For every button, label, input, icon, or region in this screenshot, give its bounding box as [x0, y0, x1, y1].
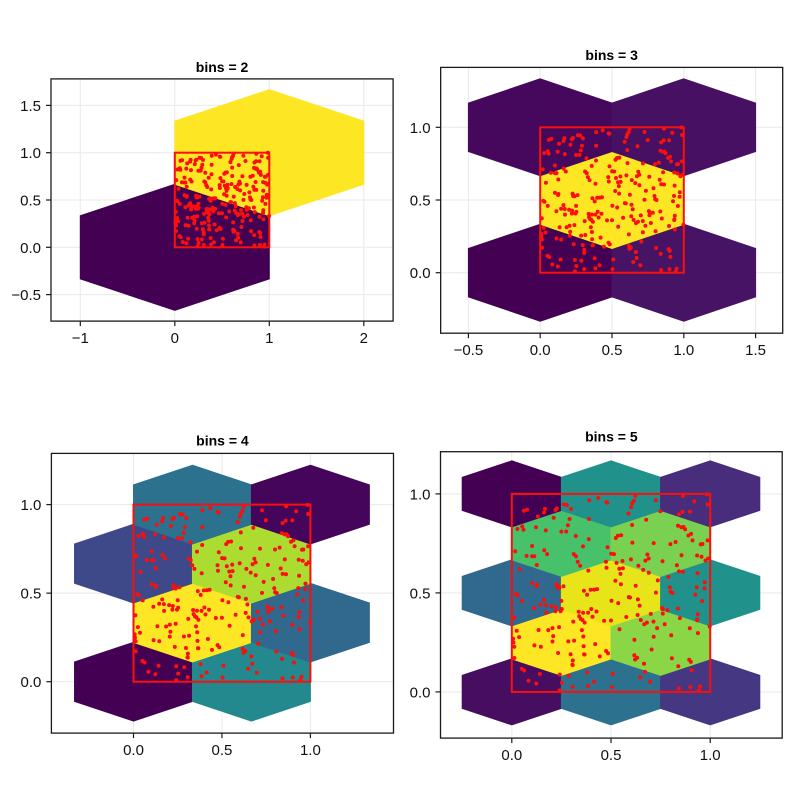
- svg-text:0.5: 0.5: [410, 585, 431, 602]
- svg-text:0.0: 0.0: [123, 742, 144, 759]
- svg-text:0.5: 0.5: [601, 747, 622, 764]
- svg-text:−1: −1: [72, 330, 89, 347]
- svg-text:0.5: 0.5: [21, 586, 42, 603]
- svg-text:0.0: 0.0: [410, 684, 431, 701]
- svg-text:1.0: 1.0: [21, 497, 42, 514]
- svg-text:0.5: 0.5: [410, 193, 431, 210]
- svg-text:0.0: 0.0: [501, 747, 522, 764]
- svg-text:bins = 2: bins = 2: [196, 59, 249, 75]
- svg-text:−0.5: −0.5: [454, 342, 484, 359]
- svg-text:1.5: 1.5: [745, 342, 766, 359]
- svg-text:0.0: 0.0: [21, 674, 42, 691]
- svg-text:0.0: 0.0: [410, 265, 431, 282]
- svg-text:0.0: 0.0: [20, 240, 41, 257]
- svg-text:1.0: 1.0: [673, 342, 694, 359]
- svg-text:1.0: 1.0: [20, 145, 41, 162]
- svg-text:−0.5: −0.5: [11, 287, 41, 304]
- svg-text:1.0: 1.0: [410, 486, 431, 503]
- svg-text:0.5: 0.5: [212, 742, 233, 759]
- svg-text:1.0: 1.0: [410, 120, 431, 137]
- svg-text:bins = 5: bins = 5: [585, 428, 638, 444]
- svg-text:0.5: 0.5: [602, 342, 623, 359]
- svg-text:bins = 3: bins = 3: [585, 47, 638, 63]
- svg-text:1: 1: [265, 330, 273, 347]
- svg-text:1.5: 1.5: [20, 98, 41, 115]
- svg-text:bins = 4: bins = 4: [196, 433, 249, 449]
- svg-text:0: 0: [171, 330, 179, 347]
- svg-text:1.0: 1.0: [700, 747, 721, 764]
- svg-text:0.5: 0.5: [20, 193, 41, 210]
- svg-text:0.0: 0.0: [530, 342, 551, 359]
- svg-text:1.0: 1.0: [300, 742, 321, 759]
- svg-text:2: 2: [360, 330, 368, 347]
